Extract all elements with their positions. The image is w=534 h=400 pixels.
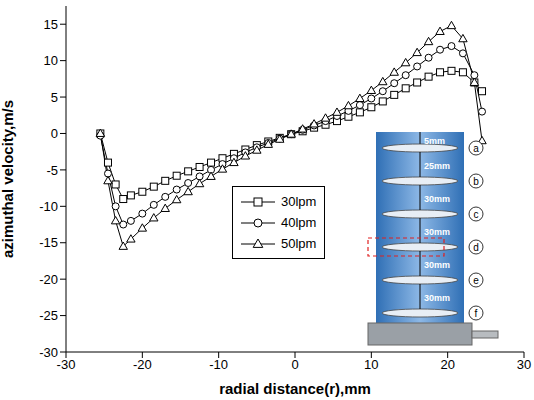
svg-text:-25: -25 — [39, 308, 58, 323]
svg-text:-10: -10 — [39, 199, 58, 214]
svg-text:-20: -20 — [133, 357, 152, 372]
svg-text:0: 0 — [291, 357, 298, 372]
svg-text:-30: -30 — [39, 345, 58, 360]
svg-text:-15: -15 — [39, 235, 58, 250]
svg-text:5mm: 5mm — [424, 136, 445, 146]
svg-text:a: a — [473, 143, 479, 154]
svg-text:d: d — [473, 242, 479, 253]
svg-text:radial distance(r),mm: radial distance(r),mm — [219, 380, 371, 397]
svg-text:-20: -20 — [39, 272, 58, 287]
svg-text:10: 10 — [44, 53, 58, 68]
svg-text:-30: -30 — [57, 357, 76, 372]
svg-text:30: 30 — [517, 357, 531, 372]
svg-text:e: e — [473, 275, 479, 286]
svg-text:25mm: 25mm — [424, 161, 450, 171]
svg-text:azimuthal velocity,m/s: azimuthal velocity,m/s — [0, 100, 16, 258]
svg-text:-10: -10 — [209, 357, 228, 372]
svg-text:20: 20 — [440, 357, 454, 372]
svg-text:0: 0 — [51, 126, 58, 141]
html-text:50lpm: 50lpm — [281, 236, 317, 251]
svg-text:10: 10 — [364, 357, 378, 372]
svg-text:c: c — [474, 209, 479, 220]
svg-text:f: f — [475, 308, 478, 319]
html-text:40lpm: 40lpm — [281, 215, 317, 230]
svg-text:30mm: 30mm — [424, 260, 450, 270]
svg-text:15: 15 — [44, 17, 58, 32]
html-text:30lpm: 30lpm — [281, 194, 317, 209]
svg-text:30mm: 30mm — [424, 194, 450, 204]
svg-text:5: 5 — [51, 90, 58, 105]
svg-text:-5: -5 — [46, 163, 58, 178]
svg-text:30mm: 30mm — [424, 293, 450, 303]
svg-text:b: b — [473, 176, 479, 187]
svg-text:30mm: 30mm — [424, 227, 450, 237]
